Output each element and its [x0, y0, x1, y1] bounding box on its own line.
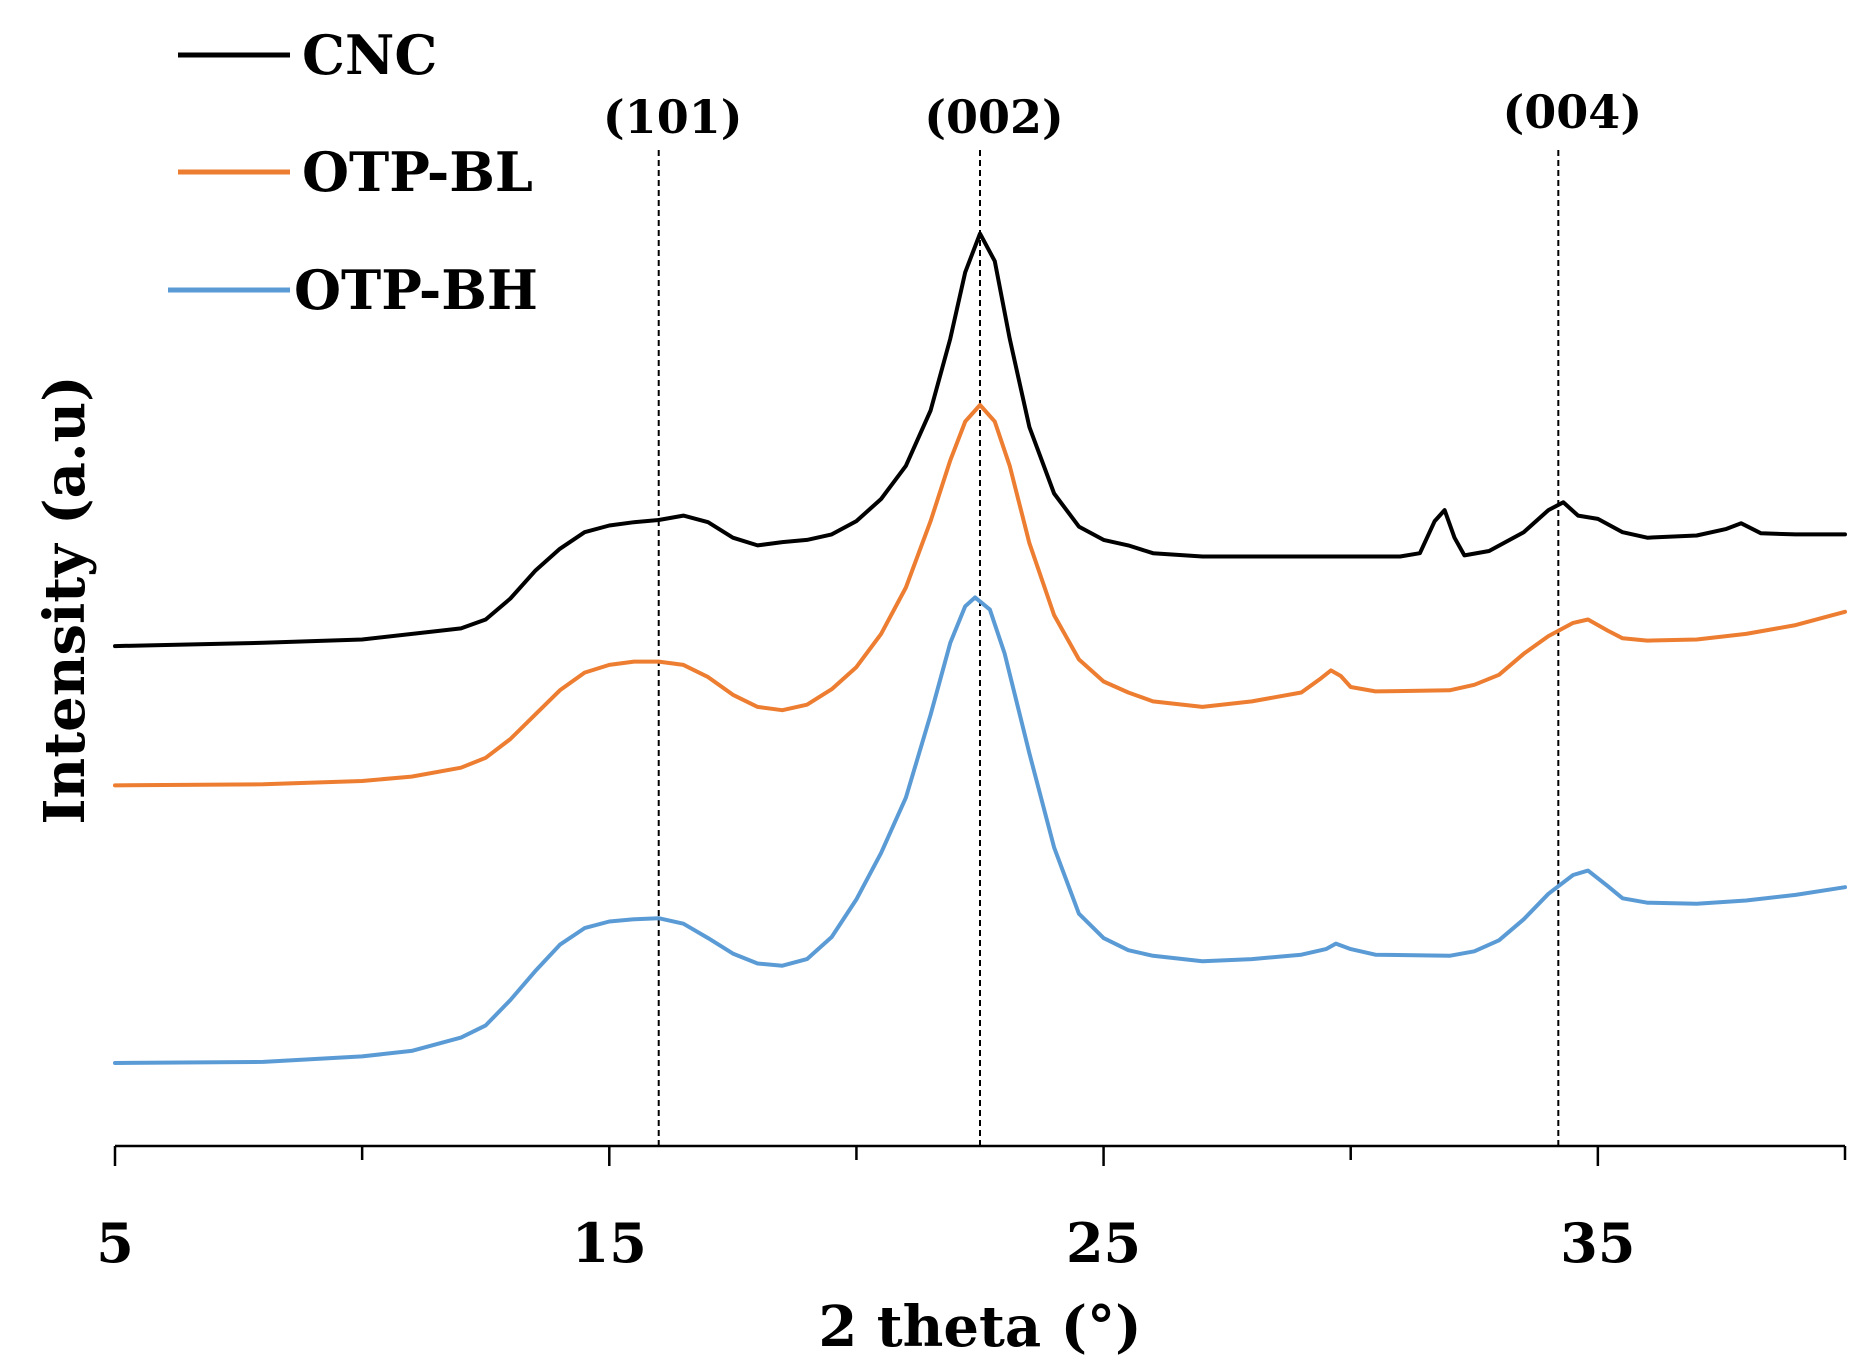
reference-lines: (101) (002) (004)	[603, 85, 1642, 1146]
x-tick-label: 25	[1066, 1211, 1141, 1275]
series-lines	[113, 231, 1847, 1065]
x-tick-label: 35	[1560, 1211, 1635, 1275]
x-tick-label: 15	[572, 1211, 647, 1275]
legend-label-cnc: CNC	[302, 23, 437, 87]
peak-label-002: (002)	[924, 90, 1064, 144]
series-line-otp-bl	[113, 403, 1847, 788]
peak-label-101: (101)	[603, 90, 743, 144]
series-line-otp-bh	[113, 595, 1847, 1065]
series-line-cnc	[113, 231, 1847, 649]
x-axis-ticks: 5 15 25 35	[96, 1146, 1847, 1275]
legend-label-otp-bh: OTP-BH	[294, 258, 538, 322]
y-axis-title: Intensity (a.u)	[32, 375, 98, 824]
peak-label-004: (004)	[1503, 85, 1643, 139]
x-axis-title: 2 theta (°)	[818, 1294, 1141, 1360]
legend-label-otp-bl: OTP-BL	[302, 140, 533, 204]
x-tick-label: 5	[96, 1211, 134, 1275]
legend: CNC OTP-BL OTP-BH	[168, 23, 538, 322]
